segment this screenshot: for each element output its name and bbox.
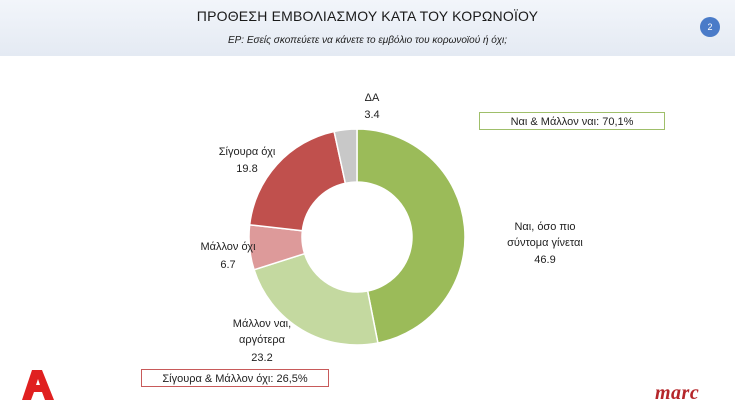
label-slice-1-line1: Μάλλον ναι, [233, 318, 291, 330]
question-subtitle: ΕΡ: Εσείς σκοπεύετε να κάνετε το εμβόλιο… [227, 35, 508, 46]
label-slice-1-value: 23.2 [251, 352, 272, 364]
header-band [0, 0, 735, 56]
donut-slice-1 [253, 252, 379, 346]
label-slice-0-value: 46.9 [534, 254, 555, 266]
label-slice-1-line2: αργότερα [239, 334, 286, 346]
yes-total-box: Ναι & Μάλλον ναι: 70,1% [479, 112, 665, 130]
donut-slice-0 [356, 128, 466, 344]
label-slice-4-line1: ΔΑ [365, 92, 380, 104]
no-total-box: Σίγουρα & Μάλλον όχι: 26,5% [141, 369, 329, 387]
label-slice-0-line1: Ναι, όσο πιο [514, 221, 575, 233]
donut-slice-4 [333, 128, 358, 185]
label-slice-2-value: 6.7 [220, 259, 235, 271]
label-slice-3-value: 19.8 [236, 163, 257, 175]
label-slice-2-line1: Μάλλον όχι [200, 241, 256, 253]
marc-logo: marc [655, 382, 700, 404]
label-slice-4-value: 3.4 [364, 109, 379, 121]
page-title: ΠΡΟΘΕΣΗ ΕΜΒΟΛΙΑΣΜΟΥ ΚΑΤΑ ΤΟΥ ΚΟΡΩΝΟΪΟΥ [196, 8, 539, 24]
alpha-logo-icon [22, 370, 54, 400]
label-slice-0-line2: σύντομα γίνεται [507, 237, 583, 249]
page-number-badge: 2 [700, 17, 720, 37]
label-slice-3-line1: Σίγουρα όχι [219, 146, 276, 158]
donut-slices [248, 128, 466, 346]
